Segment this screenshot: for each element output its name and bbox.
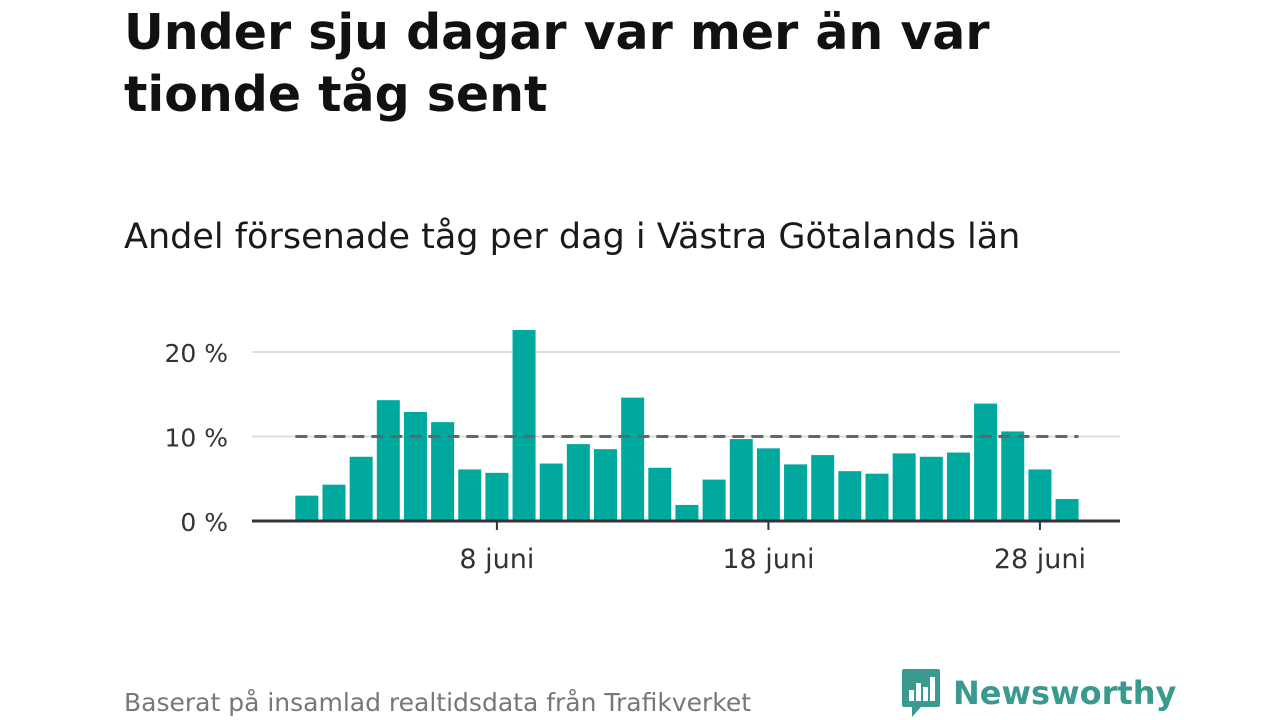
bar [919, 456, 943, 521]
bar [376, 400, 400, 521]
bar [431, 422, 455, 521]
bar [838, 471, 862, 521]
bar [729, 439, 753, 521]
x-axis [252, 519, 1120, 530]
bar [675, 504, 699, 521]
bar [458, 469, 482, 521]
bar [1001, 431, 1025, 521]
bar [756, 448, 780, 521]
bar [322, 484, 346, 521]
y-axis-tick-labels: 0 % 10 % 20 % [164, 339, 228, 537]
bars [295, 330, 1079, 521]
brand-name: Newsworthy [953, 674, 1177, 712]
x-tick-label: 18 juni [722, 544, 814, 575]
y-tick-label: 0 % [180, 508, 228, 537]
chart-subtitle: Andel försenade tåg per dag i Västra Göt… [124, 217, 1021, 257]
bar [594, 449, 617, 521]
bar [485, 472, 509, 521]
x-tick-label: 8 juni [459, 544, 534, 575]
bar [403, 411, 427, 521]
bar [349, 456, 373, 521]
bar [974, 403, 998, 521]
x-tick-label: 28 juni [994, 544, 1086, 575]
source-note: Baserat på insamlad realtidsdata från Tr… [124, 688, 752, 717]
bar [811, 455, 835, 521]
bar [892, 453, 916, 521]
bar [621, 397, 645, 521]
chart-title: Under sju dagar var mer än var tionde tå… [124, 4, 990, 123]
bar [784, 464, 808, 521]
bar [295, 495, 319, 521]
brand-logo: Newsworthy [901, 668, 1176, 718]
y-tick-label: 10 % [164, 424, 228, 453]
bar [946, 452, 970, 521]
x-axis-tick-labels: 8 juni 18 juni 28 juni [459, 544, 1086, 575]
bar-chart-speech-bubble-icon [902, 669, 940, 717]
bar [512, 330, 536, 521]
bar [1055, 499, 1079, 521]
bar [702, 479, 726, 521]
bar [1028, 469, 1052, 521]
bar [539, 463, 563, 521]
bar [648, 467, 672, 521]
bar [865, 473, 889, 521]
bar [566, 444, 590, 521]
y-tick-label: 20 % [164, 339, 228, 368]
